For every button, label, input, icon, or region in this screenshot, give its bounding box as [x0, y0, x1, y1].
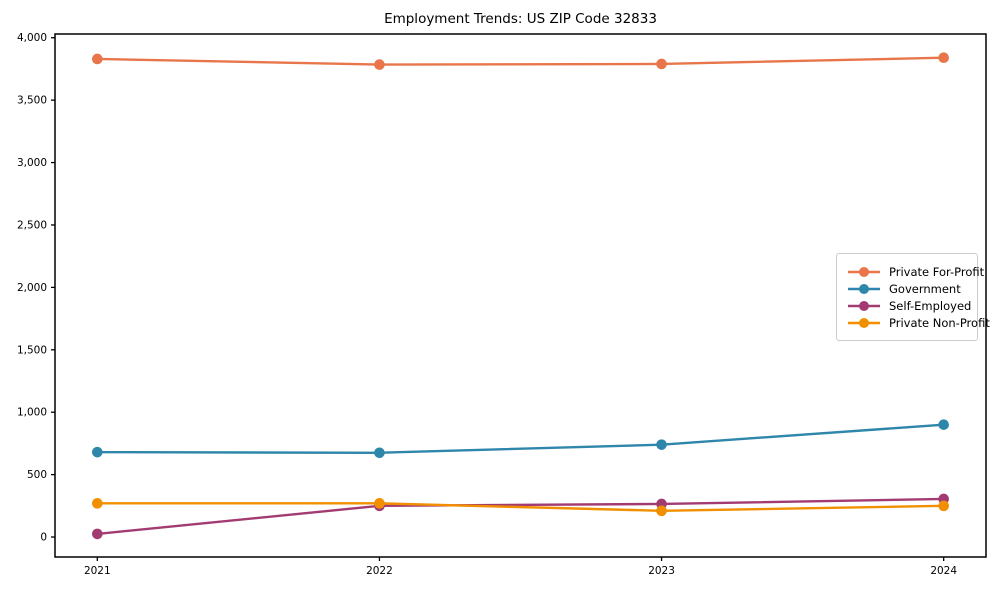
- data-point-private-for-profit: [92, 53, 103, 65]
- legend-label: Private For-Profit: [889, 264, 985, 279]
- legend-item-government: Government: [847, 280, 967, 297]
- data-point-private-for-profit: [656, 58, 667, 70]
- legend-item-private-non-profit: Private Non-Profit: [847, 314, 990, 331]
- data-point-private-non-profit: [938, 500, 949, 512]
- series-line-private-for-profit: [97, 56, 944, 66]
- y-tick-label: 3,500: [17, 95, 47, 107]
- y-tick-label: 0: [40, 532, 47, 544]
- y-tick-label: 1,500: [17, 344, 47, 356]
- data-point-private-for-profit: [938, 52, 949, 64]
- x-tick-label: 2022: [366, 565, 393, 577]
- legend-label: Government: [889, 281, 961, 296]
- y-tick-label: 3,000: [17, 157, 47, 169]
- series-line-private-non-profit: [97, 502, 944, 513]
- y-tick-label: 4,000: [17, 32, 47, 44]
- y-tick-label: 2,000: [17, 282, 47, 294]
- x-tick-label: 2023: [648, 565, 675, 577]
- series-line-self-employed: [97, 497, 944, 536]
- legend-line-sample: [848, 266, 880, 277]
- data-point-private-non-profit: [656, 505, 667, 517]
- y-tick-label: 1,000: [17, 407, 47, 419]
- legend-label: Self-Employed: [889, 298, 972, 313]
- axes-spines: [54, 33, 987, 558]
- data-point-government: [656, 439, 667, 450]
- legend-line-sample: [848, 317, 880, 328]
- data-point-private-non-profit: [92, 498, 103, 509]
- legend-item-self-employed: Self-Employed: [847, 297, 971, 314]
- chart-title: Employment Trends: US ZIP Code 32833: [384, 11, 657, 27]
- legend: Private For-Profit Government Self-Employe…: [836, 253, 990, 341]
- data-point-government: [374, 447, 385, 459]
- y-tick-label: 500: [27, 469, 47, 481]
- legend-item-private-for-profit: Private For-Profit: [847, 263, 984, 280]
- series-line-government: [97, 423, 944, 454]
- data-point-private-non-profit: [374, 498, 385, 509]
- y-tick-label: 2,500: [17, 219, 47, 231]
- x-tick-label: 2021: [84, 565, 111, 577]
- data-point-government: [938, 419, 949, 430]
- data-point-government: [92, 446, 103, 458]
- data-point-private-for-profit: [374, 59, 385, 70]
- legend-line-sample: [848, 300, 880, 311]
- data-point-self-employed: [92, 528, 103, 540]
- x-tick-label: 2024: [930, 565, 957, 577]
- legend-line-sample: [848, 283, 880, 294]
- legend-label: Private Non-Profit: [889, 315, 990, 330]
